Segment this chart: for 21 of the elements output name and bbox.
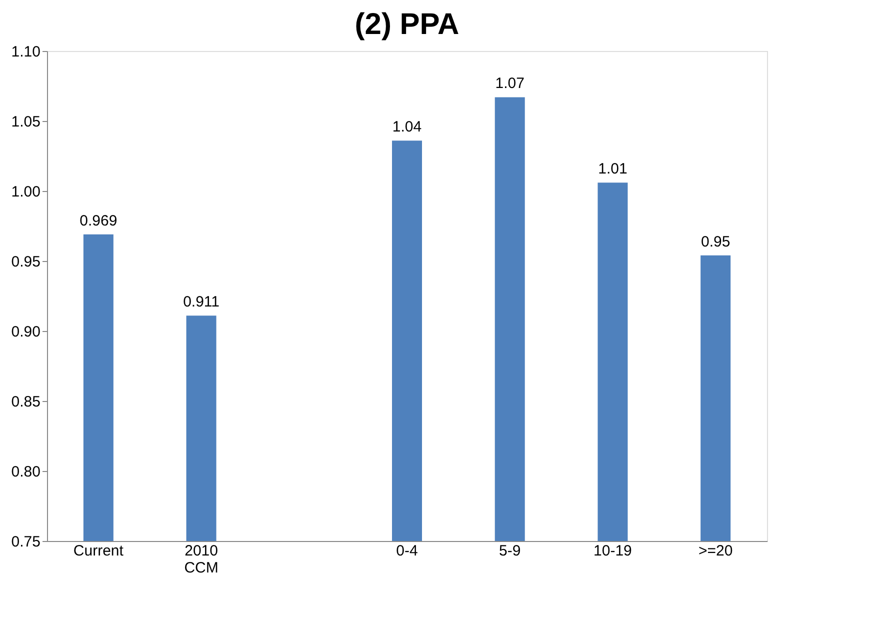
x-tick-label: 2010 CCM [184, 542, 218, 576]
data-label: 1.07 [495, 75, 524, 92]
y-tick-label: 1.00 [11, 184, 40, 200]
data-label: 1.04 [392, 118, 422, 136]
x-tick-label: 5-9 [499, 542, 521, 560]
y-tick-label: 1.05 [11, 114, 40, 130]
x-tick-label: 10-19 [594, 542, 632, 560]
x-tick-label: 0-4 [396, 542, 418, 560]
data-label: 0.911 [183, 294, 220, 311]
y-tick-label: 0.85 [11, 394, 40, 410]
x-tick-label: >=20 [698, 542, 733, 560]
data-label: 0.95 [700, 233, 730, 250]
chart-title: (2) PPA [354, 8, 460, 41]
y-tick-label: 0.90 [11, 324, 40, 340]
data-label: 0.969 [80, 212, 118, 230]
y-tick-label: 1.10 [11, 44, 40, 60]
data-label: 1.01 [598, 160, 628, 178]
y-tick-label: 0.80 [11, 464, 40, 480]
x-tick-label: Current [73, 542, 124, 560]
y-tick-label: 0.95 [11, 254, 40, 270]
y-tick-label: 0.75 [11, 534, 40, 550]
